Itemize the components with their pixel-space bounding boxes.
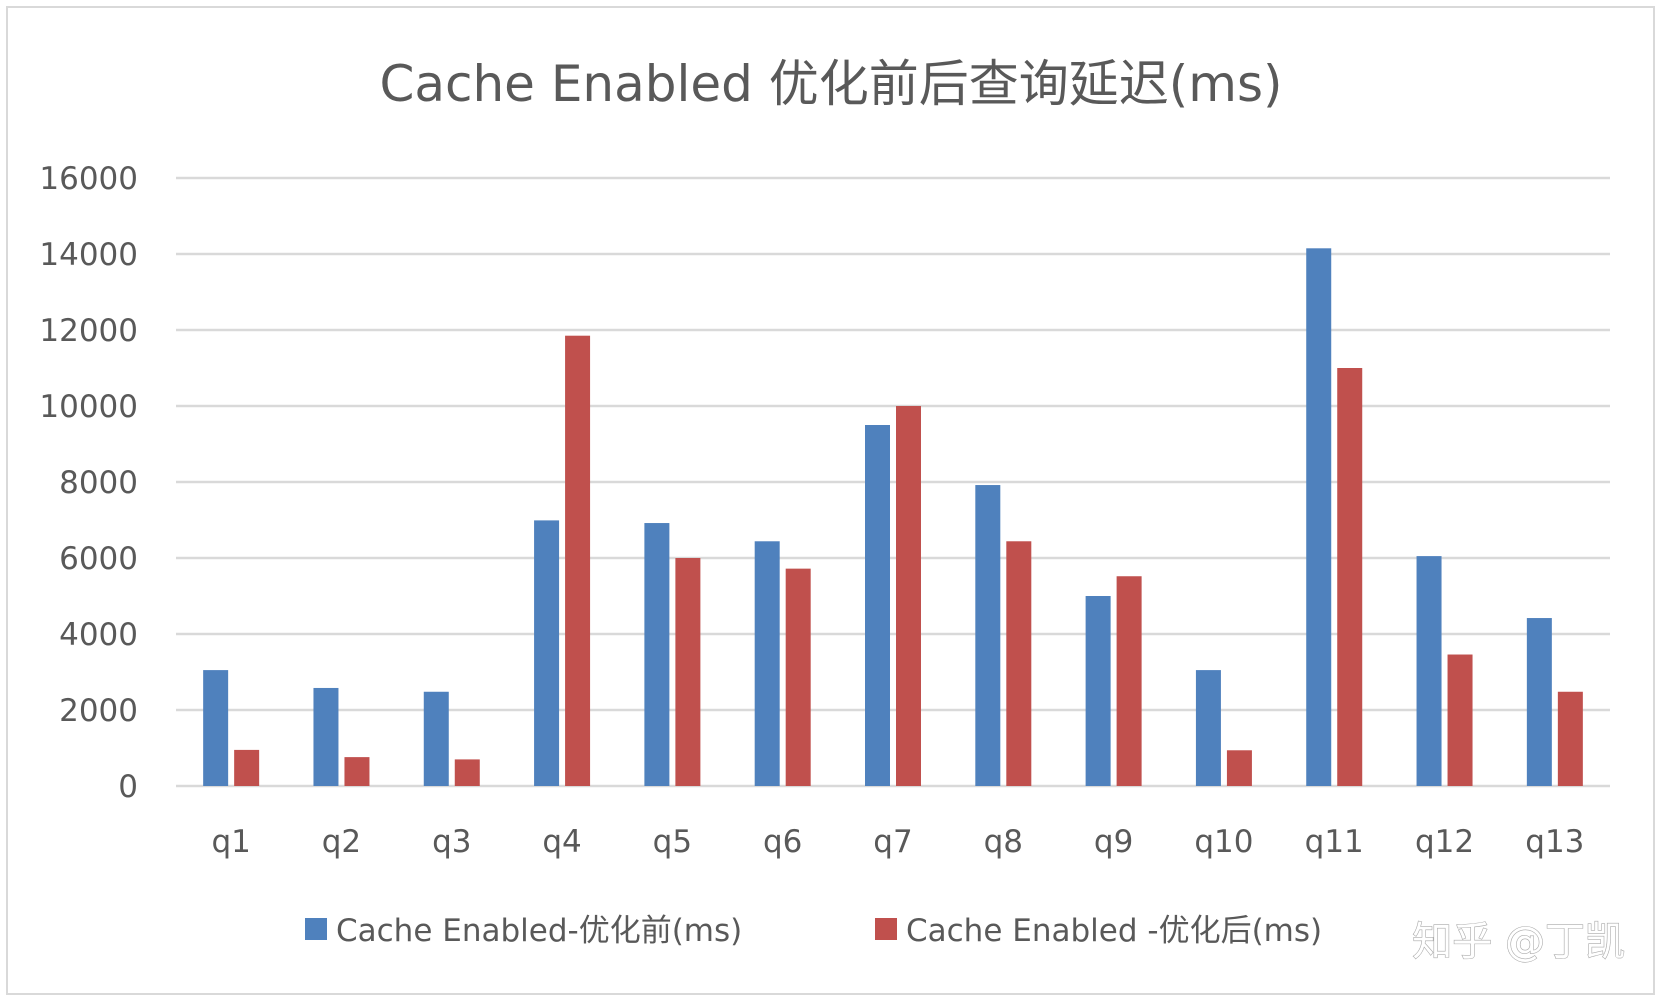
legend-swatch — [305, 918, 327, 940]
y-tick-label: 8000 — [59, 465, 138, 501]
bar-after-q3 — [454, 759, 480, 786]
x-axis-ticks: q1 q2 q3 q4 q5 q6 q7 q8 q9 q10 q11 q12 q13 — [211, 824, 1584, 860]
bar-after-q2 — [344, 757, 370, 786]
y-tick-label: 12000 — [39, 313, 138, 349]
bar-after-q9 — [1116, 576, 1142, 786]
x-tick-label: q10 — [1194, 824, 1253, 860]
bar-before-q11 — [1306, 248, 1332, 787]
bar-before-q2 — [313, 687, 339, 786]
gridlines — [176, 176, 1610, 788]
x-tick-label: q5 — [653, 824, 692, 860]
bar-before-q12 — [1416, 556, 1442, 786]
x-tick-label: q12 — [1415, 824, 1474, 860]
bar-after-q7 — [896, 406, 921, 786]
x-tick-label: q2 — [322, 824, 361, 860]
bar-after-q10 — [1226, 750, 1252, 786]
watermark: 知乎 @丁凯 — [1412, 919, 1625, 965]
legend: Cache Enabled-优化前(ms) Cache Enabled -优化后(… — [305, 913, 1322, 949]
x-tick-label: q1 — [211, 824, 250, 860]
bars — [203, 248, 1583, 787]
bar-after-q13 — [1557, 691, 1583, 786]
x-tick-label: q11 — [1305, 824, 1364, 860]
legend-swatch — [875, 918, 897, 940]
bar-before-q5 — [644, 523, 670, 786]
x-tick-label: q7 — [873, 824, 912, 860]
bar-before-q6 — [754, 541, 780, 786]
bar-after-q11 — [1337, 368, 1363, 786]
y-tick-label: 14000 — [39, 237, 138, 273]
bar-before-q1 — [203, 670, 229, 786]
bar-after-q5 — [675, 558, 701, 786]
bar-before-q7 — [865, 425, 890, 786]
y-tick-label: 16000 — [39, 161, 138, 197]
legend-label: Cache Enabled-优化前(ms) — [336, 913, 742, 949]
bar-before-q13 — [1526, 618, 1552, 786]
bar-before-q8 — [975, 485, 1001, 786]
x-tick-label: q6 — [763, 824, 802, 860]
bar-before-q4 — [534, 520, 560, 786]
bar-after-q1 — [234, 749, 260, 786]
y-tick-label: 4000 — [59, 617, 138, 653]
y-tick-label: 2000 — [59, 693, 138, 729]
y-tick-label: 6000 — [59, 541, 138, 577]
chart-frame — [6, 6, 1655, 995]
bar-before-q10 — [1195, 670, 1221, 786]
x-tick-label: q8 — [984, 824, 1023, 860]
bar-before-q9 — [1085, 596, 1111, 786]
bar-after-q8 — [1006, 541, 1032, 786]
y-tick-label: 0 — [118, 769, 138, 805]
y-axis-ticks: 0 2000 4000 6000 8000 10000 12000 14000 16000 — [39, 161, 138, 805]
bar-after-q12 — [1447, 654, 1473, 786]
x-tick-label: q9 — [1094, 824, 1133, 860]
x-tick-label: q13 — [1525, 824, 1584, 860]
bar-after-q6 — [785, 568, 811, 786]
x-tick-label: q4 — [542, 824, 581, 860]
bar-after-q4 — [565, 335, 591, 786]
x-tick-label: q3 — [432, 824, 471, 860]
bar-before-q3 — [423, 691, 449, 786]
legend-label: Cache Enabled -优化后(ms) — [906, 913, 1322, 949]
chart-title: Cache Enabled 优化前后查询延迟(ms) — [379, 55, 1282, 113]
y-tick-label: 10000 — [39, 389, 138, 425]
